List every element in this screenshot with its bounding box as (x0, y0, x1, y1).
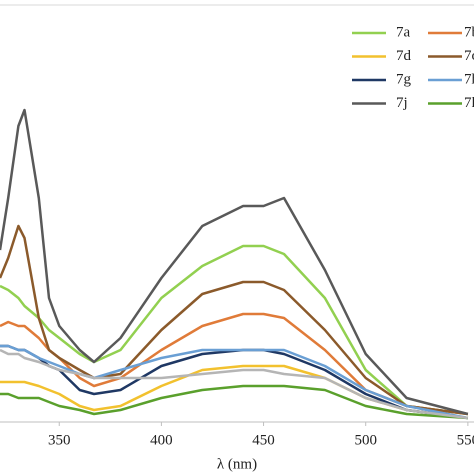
x-tick-label: 550 (457, 432, 474, 448)
legend-label: 7k (464, 95, 474, 111)
legend-label: 7a (396, 24, 411, 40)
series-line (0, 108, 469, 416)
legend-label: 7g (396, 71, 412, 87)
legend-label: 7b (464, 24, 474, 40)
series-line (0, 384, 468, 420)
series-line (0, 224, 469, 416)
series-line (0, 344, 469, 420)
x-tick-label: 350 (48, 432, 71, 448)
series-line (0, 364, 469, 420)
legend-label: 7c (464, 48, 474, 64)
x-axis-label: λ (nm) (217, 456, 257, 472)
legend-label: 7d (396, 48, 412, 64)
series-line (0, 348, 469, 420)
x-tick-label: 400 (150, 432, 173, 448)
series-line (0, 244, 469, 416)
x-tick-label: 450 (252, 432, 275, 448)
legend-label: 7j (396, 95, 408, 111)
x-tick-label: 500 (354, 432, 377, 448)
legend-label: 7h (464, 71, 474, 87)
